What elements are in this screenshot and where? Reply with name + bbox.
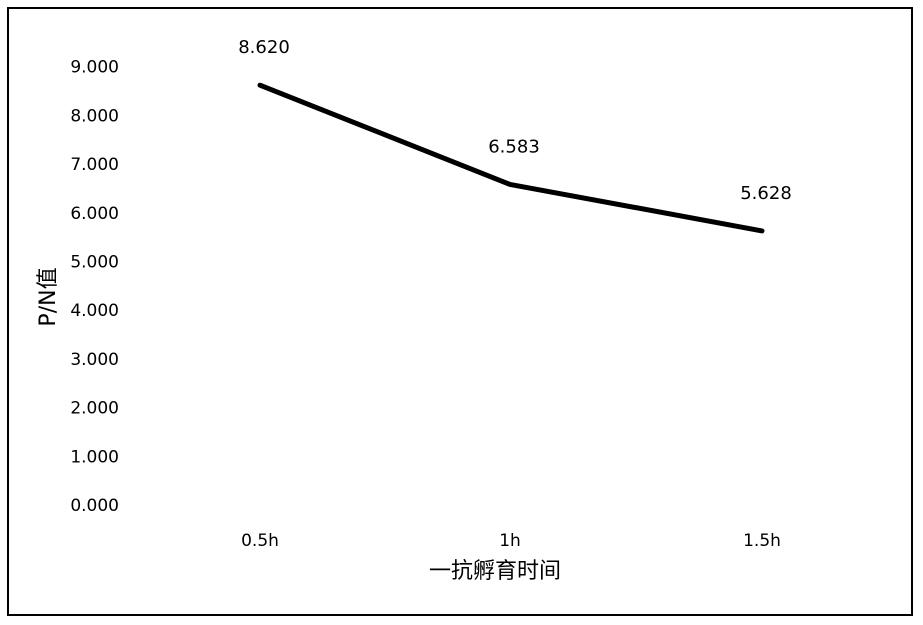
x-tick-label: 1.5h (743, 531, 781, 551)
series-line (260, 85, 762, 231)
y-tick-label: 7.000 (70, 155, 119, 175)
y-tick-label: 3.000 (70, 350, 119, 370)
line-chart: 0.000 1.000 2.000 3.000 4.000 5.000 6.000 7.000… (0, 0, 923, 625)
y-tick-label: 8.000 (70, 106, 119, 126)
y-tick-label: 5.000 (70, 253, 119, 273)
y-tick-label: 2.000 (70, 399, 119, 419)
data-label: 6.583 (488, 136, 540, 157)
y-tick-label: 6.000 (70, 204, 119, 224)
x-tick-label: 0.5h (241, 531, 279, 551)
y-axis-title: P/N值 (36, 267, 61, 326)
y-tick-label: 1.000 (70, 447, 119, 467)
x-axis-title: 一抗孵育时间 (429, 559, 561, 584)
y-tick-label: 0.000 (70, 496, 119, 516)
y-tick-label: 9.000 (70, 58, 119, 78)
data-label: 5.628 (740, 183, 792, 204)
y-tick-label: 4.000 (70, 301, 119, 321)
data-label: 8.620 (238, 37, 290, 58)
x-tick-label: 1h (499, 531, 521, 551)
